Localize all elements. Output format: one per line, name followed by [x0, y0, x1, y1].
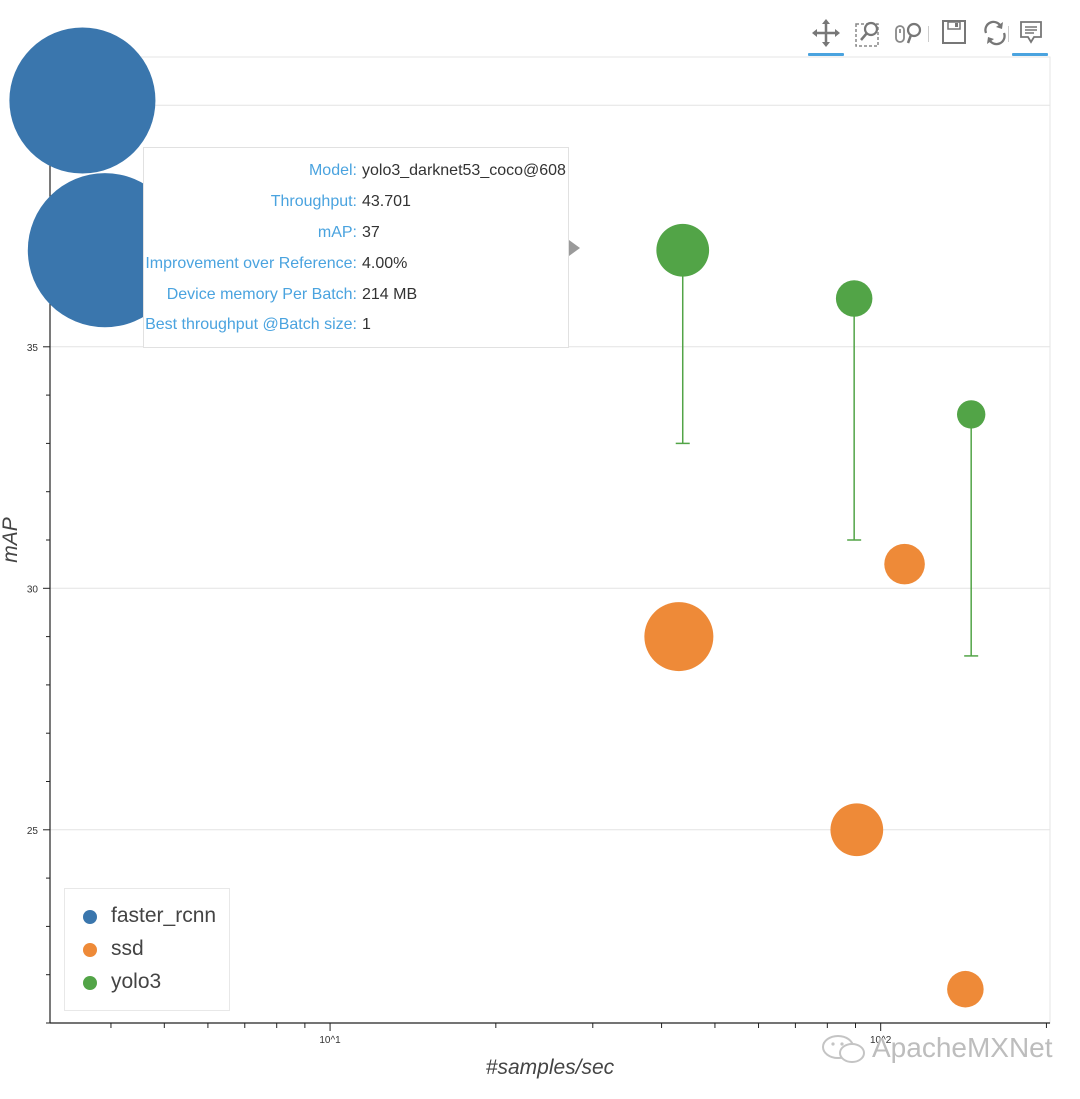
- save-tool[interactable]: [934, 14, 974, 54]
- tooltip-value: 37: [362, 224, 380, 241]
- toolbar-separator: [928, 26, 929, 42]
- tooltip-value: 43.701: [362, 193, 411, 210]
- x-axis-label: #samples/sec: [486, 1056, 615, 1079]
- wheel-zoom-tool[interactable]: [888, 14, 928, 54]
- data-point-yolo3: [835, 280, 873, 317]
- x-tick-label: 10^1: [319, 1035, 341, 1046]
- tooltip-key: Model:: [308, 162, 357, 179]
- tooltip-row-throughput: Throughput: 43.701: [144, 193, 568, 217]
- data-point-yolo3: [656, 223, 710, 277]
- tooltip-key: Device memory Per Batch:: [166, 286, 357, 303]
- watermark: ApacheMXNet: [820, 1032, 1060, 1066]
- wechat-icon: [822, 1035, 865, 1063]
- tooltip-value: 1: [362, 316, 371, 333]
- watermark-text: ApacheMXNet: [872, 1032, 1053, 1063]
- data-point-ssd: [947, 970, 984, 1008]
- hover-tooltip: Model: yolo3_darknet53_coco@608 Throughp…: [143, 147, 569, 348]
- box-zoom-icon: [855, 21, 879, 47]
- reset-icon: [984, 20, 1006, 46]
- tooltip-key: Improvement over Reference:: [145, 255, 357, 272]
- chart-legend: faster_rcnn ssd yolo3: [64, 888, 230, 1011]
- tooltip-row-memory: Device memory Per Batch: 214 MB: [144, 286, 568, 310]
- legend-swatch: [83, 910, 97, 924]
- save-icon: [942, 20, 966, 44]
- data-point-faster-rcnn: [9, 27, 156, 174]
- legend-label: yolo3: [111, 970, 162, 993]
- tooltip-value: 4.00%: [362, 255, 408, 272]
- box-zoom-tool[interactable]: [848, 14, 888, 54]
- tooltip-pointer: [569, 240, 580, 256]
- tooltip-value: 214 MB: [362, 286, 418, 303]
- plot-toolbar: [800, 14, 1060, 58]
- data-point-ssd: [644, 602, 714, 672]
- y-tick-label: 30: [27, 584, 39, 595]
- x-tick-label: 10^2: [870, 1035, 892, 1046]
- pan-icon: [812, 19, 840, 47]
- data-point-ssd: [830, 803, 884, 857]
- tooltip-row-map: mAP: 37: [144, 224, 568, 248]
- tooltip-row-batch: Best throughput @Batch size: 1: [144, 316, 568, 340]
- y-tick-label: 25: [27, 826, 39, 837]
- y-axis-label: mAP: [0, 517, 22, 563]
- tooltip-key: mAP:: [317, 224, 357, 241]
- legend-label: faster_rcnn: [111, 904, 217, 927]
- legend-label: ssd: [111, 937, 144, 960]
- y-tick-label: 35: [27, 343, 39, 354]
- tooltip-key: Best throughput @Batch size:: [145, 316, 357, 333]
- data-point-ssd: [884, 543, 925, 585]
- pan-tool[interactable]: [806, 14, 846, 56]
- legend-swatch: [83, 943, 97, 957]
- tooltip-key: Throughput:: [270, 193, 357, 210]
- tooltip-row-improvement: Improvement over Reference: 4.00%: [144, 255, 568, 279]
- hover-icon: [1020, 21, 1042, 44]
- hover-tool[interactable]: [1010, 14, 1050, 56]
- reset-tool[interactable]: [974, 14, 1014, 54]
- data-point-yolo3: [956, 400, 986, 429]
- tooltip-value: yolo3_darknet53_coco@608: [362, 162, 566, 179]
- tooltip-row-model: Model: yolo3_darknet53_coco@608: [144, 162, 568, 186]
- toolbar-separator: [1008, 26, 1009, 42]
- legend-swatch: [83, 976, 97, 990]
- wheel-zoom-icon: [895, 22, 922, 44]
